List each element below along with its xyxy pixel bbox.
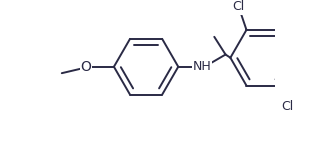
Text: NH: NH bbox=[193, 60, 212, 73]
Text: Cl: Cl bbox=[282, 100, 294, 113]
Text: O: O bbox=[80, 60, 92, 74]
Text: Cl: Cl bbox=[232, 0, 244, 13]
